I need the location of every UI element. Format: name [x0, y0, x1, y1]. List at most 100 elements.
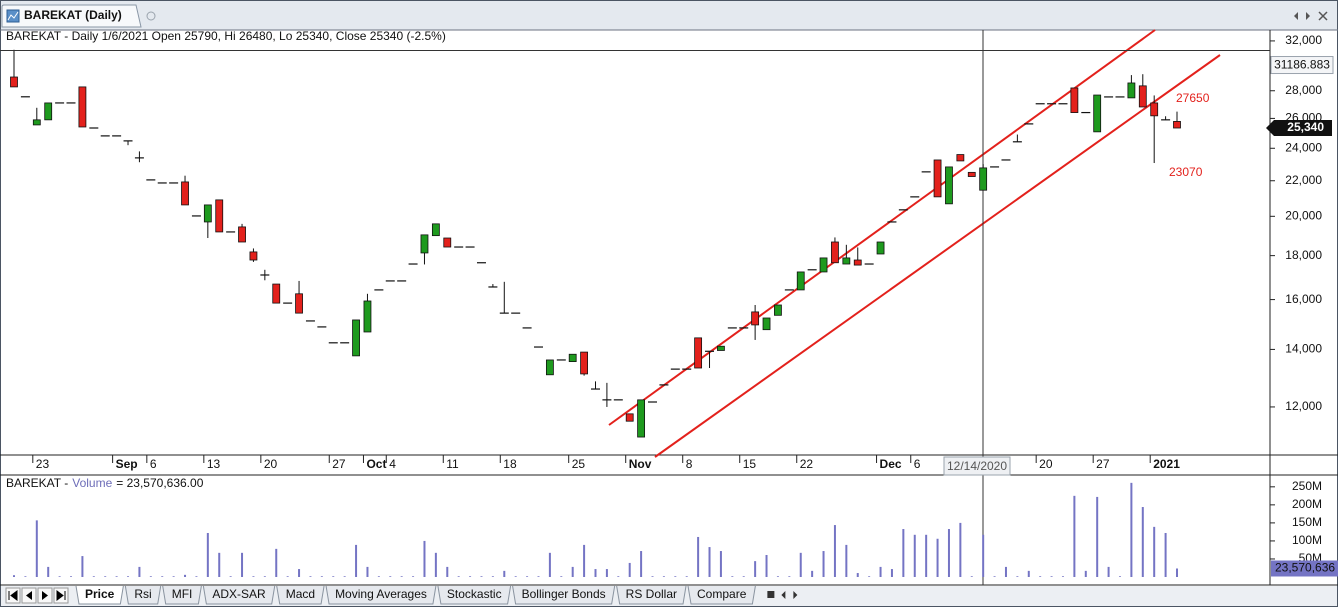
- last-volume-label: 23,570,636: [1275, 561, 1335, 575]
- candle-body: [637, 399, 646, 438]
- x-tick-label: 25: [572, 457, 586, 471]
- candle-body: [1093, 94, 1102, 133]
- candle-body: [203, 204, 212, 223]
- volume-bar: [811, 570, 814, 577]
- volume-bar: [697, 536, 700, 577]
- sheet-tab-label[interactable]: Macd: [286, 587, 315, 601]
- sheet-tab[interactable]: Compare: [687, 585, 756, 605]
- candle-body: [249, 251, 258, 261]
- x-tick-label: 6: [150, 457, 157, 471]
- sheet-tab[interactable]: Stockastic: [437, 585, 512, 605]
- sheet-tab-shape[interactable]: [687, 585, 756, 605]
- volume-bar: [503, 570, 506, 577]
- volume-bar: [434, 552, 437, 577]
- candle-body: [831, 241, 839, 264]
- candle-body: [842, 257, 851, 265]
- sheet-tab-shape[interactable]: [616, 585, 687, 605]
- x-tick-label: 23: [36, 457, 50, 471]
- candle-body: [181, 181, 189, 206]
- volume-bar: [457, 576, 460, 577]
- volume-bar: [115, 576, 118, 577]
- close-button[interactable]: [1318, 11, 1328, 21]
- candle-body: [762, 317, 771, 331]
- sheet-tab[interactable]: Moving Averages: [325, 585, 437, 605]
- y-tick-label: 150M: [1292, 515, 1322, 529]
- sheet-tab-label[interactable]: Stockastic: [447, 587, 502, 601]
- y-tick-label: 250M: [1292, 479, 1322, 493]
- volume-prefix: BAREKAT -: [6, 476, 68, 490]
- volume-bar: [674, 576, 677, 577]
- volume-bar: [651, 576, 654, 577]
- volume-bar: [355, 544, 358, 577]
- sheet-tab[interactable]: Bollinger Bonds: [512, 585, 616, 605]
- sheet-tab-shape[interactable]: [124, 585, 162, 605]
- sheet-tab-label[interactable]: Moving Averages: [335, 587, 427, 601]
- volume-bar: [833, 525, 836, 577]
- volume-bar: [252, 576, 255, 577]
- sheet-tab-shape[interactable]: [162, 585, 202, 605]
- crosshair-date-box: [943, 456, 1011, 476]
- scroll-icons[interactable]: [781, 591, 798, 599]
- volume-bar: [845, 544, 848, 577]
- y-tick-label: 18,000: [1285, 248, 1322, 262]
- volume-bar: [719, 551, 722, 577]
- sheet-tab[interactable]: ADX-SAR: [202, 585, 276, 605]
- sheet-tab-label[interactable]: Bollinger Bonds: [522, 587, 606, 601]
- volume-bar: [947, 529, 950, 577]
- candle-body: [945, 166, 953, 205]
- volume-bar: [879, 566, 882, 577]
- title-bar: [0, 0, 1338, 30]
- sheet-tab-shape[interactable]: [325, 585, 437, 605]
- volume-bar: [1153, 526, 1156, 577]
- volume-bar: [389, 576, 392, 577]
- x-tick-label: 20: [1039, 457, 1053, 471]
- sheet-tab-shape[interactable]: [437, 585, 512, 605]
- volume-bar: [320, 576, 323, 577]
- price-header: BAREKAT - Daily 1/6/2021 Open 25790, Hi …: [6, 29, 446, 43]
- sheet-tab-label[interactable]: RS Dollar: [626, 587, 677, 601]
- sheet-tab-shape[interactable]: [512, 585, 616, 605]
- sheet-tab[interactable]: MFI: [162, 585, 202, 605]
- plot: 12,000 14,000 16,000 18,000 20,000 22,000 24,0…: [0, 33, 1338, 577]
- volume-bar: [1096, 496, 1099, 577]
- volume-bar: [332, 576, 335, 577]
- candle-body: [215, 199, 224, 233]
- sheet-tab-shape[interactable]: [75, 585, 124, 605]
- sheet-tab[interactable]: RS Dollar: [616, 585, 687, 605]
- volume-bar: [400, 576, 403, 577]
- x-tick-label: Nov: [629, 457, 652, 471]
- sheet-tab[interactable]: Price: [75, 585, 124, 605]
- volume-bar: [184, 574, 187, 577]
- y-tick-label: 16,000: [1285, 292, 1322, 306]
- y-tick-label: 28,000: [1285, 83, 1322, 97]
- volume-bar: [982, 534, 985, 577]
- volume-bar: [1004, 566, 1007, 577]
- volume-bar: [685, 576, 688, 577]
- volume-bar: [343, 576, 346, 577]
- candle-body: [420, 234, 429, 254]
- sheet-tab[interactable]: Macd: [276, 585, 325, 605]
- x-tick-label: 22: [800, 457, 814, 471]
- candle-body: [443, 237, 452, 248]
- x-tick-label: 15: [743, 457, 757, 471]
- sheet-tab-label[interactable]: Rsi: [134, 587, 151, 601]
- document-tab[interactable]: [1, 4, 142, 28]
- sheet-tab-shape[interactable]: [276, 585, 325, 605]
- next-icon: [42, 591, 48, 600]
- crosshair-value-box: [1270, 56, 1334, 75]
- sheet-tab-label[interactable]: Compare: [697, 587, 747, 601]
- candle-body: [717, 345, 725, 351]
- lock-icon[interactable]: [767, 591, 775, 598]
- volume-bar: [24, 576, 27, 577]
- sheet-tab-label[interactable]: MFI: [172, 587, 193, 601]
- volume-bar: [149, 576, 152, 577]
- sheet-tab-label[interactable]: Price: [85, 587, 115, 601]
- tab-scroll-buttons[interactable]: [1294, 12, 1310, 20]
- x-tick-label: 2021: [1153, 457, 1180, 471]
- new-tab-button[interactable]: [146, 11, 156, 21]
- sheet-tab-label[interactable]: ADX-SAR: [212, 587, 266, 601]
- volume-bar: [241, 552, 244, 577]
- sheet-tab[interactable]: Rsi: [124, 585, 162, 605]
- volume-bar: [993, 576, 996, 577]
- sheet-tab-shape[interactable]: [202, 585, 276, 605]
